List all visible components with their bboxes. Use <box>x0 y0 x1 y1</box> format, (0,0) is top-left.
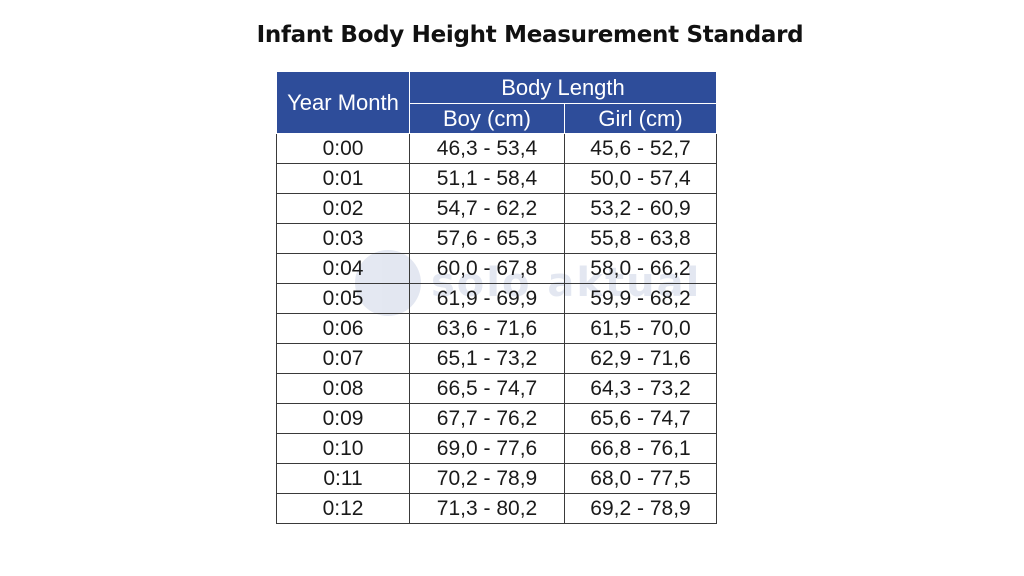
header-girl: Girl (cm) <box>564 103 717 134</box>
cell-girl-range: 61,5 - 70,0 <box>564 313 717 344</box>
cell-boy-range: 60,0 - 67,8 <box>409 253 565 284</box>
cell-boy-range: 66,5 - 74,7 <box>409 373 565 404</box>
cell-age: 0:12 <box>276 493 410 524</box>
table-row: 0:03 57,6 - 65,3 55,8 - 63,8 <box>276 223 717 254</box>
height-standard-table: Year Month Body Length Boy (cm) Girl (cm… <box>276 71 717 524</box>
cell-girl-range: 58,0 - 66,2 <box>564 253 717 284</box>
table-row: 0:10 69,0 - 77,6 66,8 - 76,1 <box>276 433 717 464</box>
cell-age: 0:11 <box>276 463 410 494</box>
table-row: 0:09 67,7 - 76,2 65,6 - 74,7 <box>276 403 717 434</box>
cell-boy-range: 54,7 - 62,2 <box>409 193 565 224</box>
table-row: 0:01 51,1 - 58,4 50,0 - 57,4 <box>276 163 717 194</box>
page-title: Infant Body Height Measurement Standard <box>256 22 804 48</box>
cell-girl-range: 59,9 - 68,2 <box>564 283 717 314</box>
table-row: 0:08 66,5 - 74,7 64,3 - 73,2 <box>276 373 717 404</box>
cell-girl-range: 66,8 - 76,1 <box>564 433 717 464</box>
cell-girl-range: 62,9 - 71,6 <box>564 343 717 374</box>
table-row: 0:05 61,9 - 69,9 59,9 - 68,2 <box>276 283 717 314</box>
cell-age: 0:06 <box>276 313 410 344</box>
cell-boy-range: 57,6 - 65,3 <box>409 223 565 254</box>
cell-boy-range: 46,3 - 53,4 <box>409 133 565 164</box>
cell-boy-range: 71,3 - 80,2 <box>409 493 565 524</box>
cell-girl-range: 65,6 - 74,7 <box>564 403 717 434</box>
cell-age: 0:04 <box>276 253 410 284</box>
table-row: 0:11 70,2 - 78,9 68,0 - 77,5 <box>276 463 717 494</box>
cell-girl-range: 53,2 - 60,9 <box>564 193 717 224</box>
cell-age: 0:05 <box>276 283 410 314</box>
cell-girl-range: 64,3 - 73,2 <box>564 373 717 404</box>
cell-girl-range: 69,2 - 78,9 <box>564 493 717 524</box>
cell-age: 0:02 <box>276 193 410 224</box>
cell-age: 0:08 <box>276 373 410 404</box>
cell-boy-range: 65,1 - 73,2 <box>409 343 565 374</box>
cell-age: 0:01 <box>276 163 410 194</box>
table-body: 0:00 46,3 - 53,4 45,6 - 52,7 0:01 51,1 - 58,… <box>276 133 717 524</box>
table-row: 0:04 60,0 - 67,8 58,0 - 66,2 <box>276 253 717 284</box>
cell-girl-range: 68,0 - 77,5 <box>564 463 717 494</box>
table-row: 0:12 71,3 - 80,2 69,2 - 78,9 <box>276 493 717 524</box>
table-row: 0:07 65,1 - 73,2 62,9 - 71,6 <box>276 343 717 374</box>
table-row: 0:00 46,3 - 53,4 45,6 - 52,7 <box>276 133 717 164</box>
table-row: 0:06 63,6 - 71,6 61,5 - 70,0 <box>276 313 717 344</box>
cell-age: 0:07 <box>276 343 410 374</box>
table-row: 0:02 54,7 - 62,2 53,2 - 60,9 <box>276 193 717 224</box>
header-boy: Boy (cm) <box>409 103 565 134</box>
cell-boy-range: 67,7 - 76,2 <box>409 403 565 434</box>
cell-age: 0:03 <box>276 223 410 254</box>
cell-boy-range: 63,6 - 71,6 <box>409 313 565 344</box>
cell-age: 0:10 <box>276 433 410 464</box>
cell-girl-range: 45,6 - 52,7 <box>564 133 717 164</box>
cell-age: 0:00 <box>276 133 410 164</box>
cell-boy-range: 51,1 - 58,4 <box>409 163 565 194</box>
cell-boy-range: 69,0 - 77,6 <box>409 433 565 464</box>
header-year-month: Year Month <box>276 71 410 134</box>
cell-boy-range: 61,9 - 69,9 <box>409 283 565 314</box>
cell-age: 0:09 <box>276 403 410 434</box>
cell-girl-range: 50,0 - 57,4 <box>564 163 717 194</box>
header-body-length: Body Length <box>409 71 717 104</box>
cell-boy-range: 70,2 - 78,9 <box>409 463 565 494</box>
cell-girl-range: 55,8 - 63,8 <box>564 223 717 254</box>
